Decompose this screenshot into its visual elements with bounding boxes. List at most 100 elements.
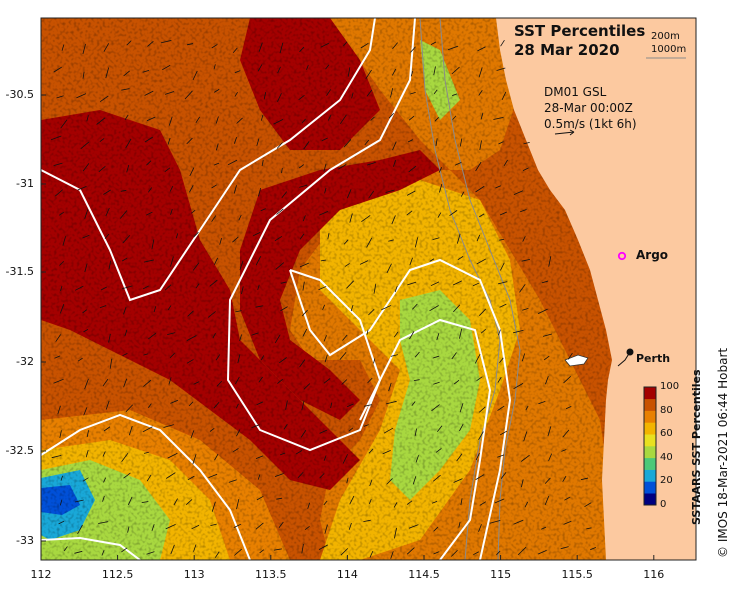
current-arrow (479, 140, 482, 151)
current-arrow (234, 92, 238, 97)
current-arrow (74, 550, 83, 554)
current-arrow (301, 309, 308, 317)
current-arrow (163, 424, 174, 428)
current-arrow (325, 64, 330, 70)
current-arrow (580, 477, 589, 481)
current-arrow (409, 257, 413, 266)
current-arrow (475, 161, 482, 172)
current-arrow (258, 187, 262, 197)
current-arrow (105, 207, 110, 217)
lat-tick-label: -30.5 (5, 88, 34, 101)
current-arrow (348, 522, 352, 530)
current-arrow (167, 305, 172, 311)
current-arrow (299, 184, 308, 188)
current-arrow (189, 167, 195, 177)
current-arrow (433, 381, 440, 385)
current-arrow (273, 548, 282, 551)
current-arrow (103, 477, 107, 483)
current-arrow (408, 524, 419, 529)
lat-tick-label: -31.5 (5, 265, 34, 278)
current-arrow (144, 136, 153, 143)
current-arrow (410, 92, 416, 95)
current-arrow (213, 162, 220, 166)
rottnest-island (564, 354, 589, 367)
current-arrow (318, 544, 329, 550)
current-arrow (105, 400, 110, 410)
current-arrow (457, 256, 464, 261)
current-arrow (168, 377, 172, 385)
current-arrow (302, 215, 306, 222)
current-arrow (500, 430, 508, 436)
current-arrow (369, 479, 373, 487)
current-arrow (562, 429, 570, 438)
current-arrow (99, 138, 105, 143)
current-arrow (513, 383, 524, 390)
current-arrow (121, 88, 130, 91)
current-arrow (370, 116, 375, 121)
current-arrow (84, 378, 89, 390)
lon-tick-label: 112 (30, 568, 52, 581)
map-title: SST Percentiles 28 Mar 2020 (514, 22, 646, 59)
current-arrow (548, 453, 553, 461)
current-arrow (347, 67, 351, 77)
current-arrow (393, 502, 398, 508)
current-arrow (59, 303, 65, 314)
current-arrow (548, 256, 552, 267)
current-arrow (460, 191, 465, 197)
current-arrow (525, 405, 529, 411)
current-arrow (480, 112, 484, 120)
current-arrow (209, 279, 218, 287)
current-arrow (513, 190, 524, 195)
current-arrow (322, 304, 325, 310)
current-arrow (209, 427, 215, 432)
current-arrow (323, 500, 328, 506)
current-arrow (122, 235, 131, 244)
current-arrow (498, 329, 501, 336)
current-arrow (214, 551, 220, 558)
current-arrow (211, 215, 217, 222)
current-arrow (100, 286, 107, 291)
current-arrow (185, 499, 193, 505)
current-arrow (167, 452, 178, 459)
current-arrow (343, 239, 349, 245)
current-arrow (521, 479, 524, 488)
plot-frame (40, 17, 697, 561)
current-arrow (186, 137, 193, 145)
current-arrow (366, 89, 373, 97)
current-arrow (363, 424, 369, 427)
current-vectors (50, 39, 597, 559)
current-arrow (324, 354, 328, 363)
current-arrow (386, 478, 393, 485)
current-arrow (412, 303, 418, 310)
current-arrow (453, 478, 463, 483)
current-arrow (82, 234, 90, 239)
current-arrow (373, 358, 376, 364)
current-arrow (339, 114, 347, 125)
current-arrow (522, 167, 529, 171)
current-arrow (276, 142, 283, 149)
current-arrow (323, 335, 327, 342)
current-arrow (302, 328, 308, 337)
current-arrow (260, 355, 265, 361)
current-arrow (456, 453, 463, 462)
current-arrow (435, 448, 442, 453)
current-arrow (51, 455, 62, 459)
current-arrow (109, 358, 113, 369)
current-arrow (523, 142, 530, 145)
current-arrow (257, 284, 260, 291)
current-arrow (590, 546, 597, 551)
depth-legend: 200m 1000m (651, 31, 687, 55)
current-arrow (563, 520, 572, 525)
current-arrow (324, 187, 327, 194)
current-arrow (170, 544, 175, 555)
current-arrow (301, 118, 306, 124)
current-arrow (499, 238, 505, 241)
current-arrow (82, 71, 85, 79)
current-arrow (236, 117, 243, 124)
current-arrow (263, 92, 267, 100)
current-arrow (494, 498, 505, 504)
current-arrow (82, 309, 88, 314)
current-arrow (414, 237, 419, 248)
current-arrow (235, 403, 239, 409)
current-arrow (279, 452, 286, 456)
